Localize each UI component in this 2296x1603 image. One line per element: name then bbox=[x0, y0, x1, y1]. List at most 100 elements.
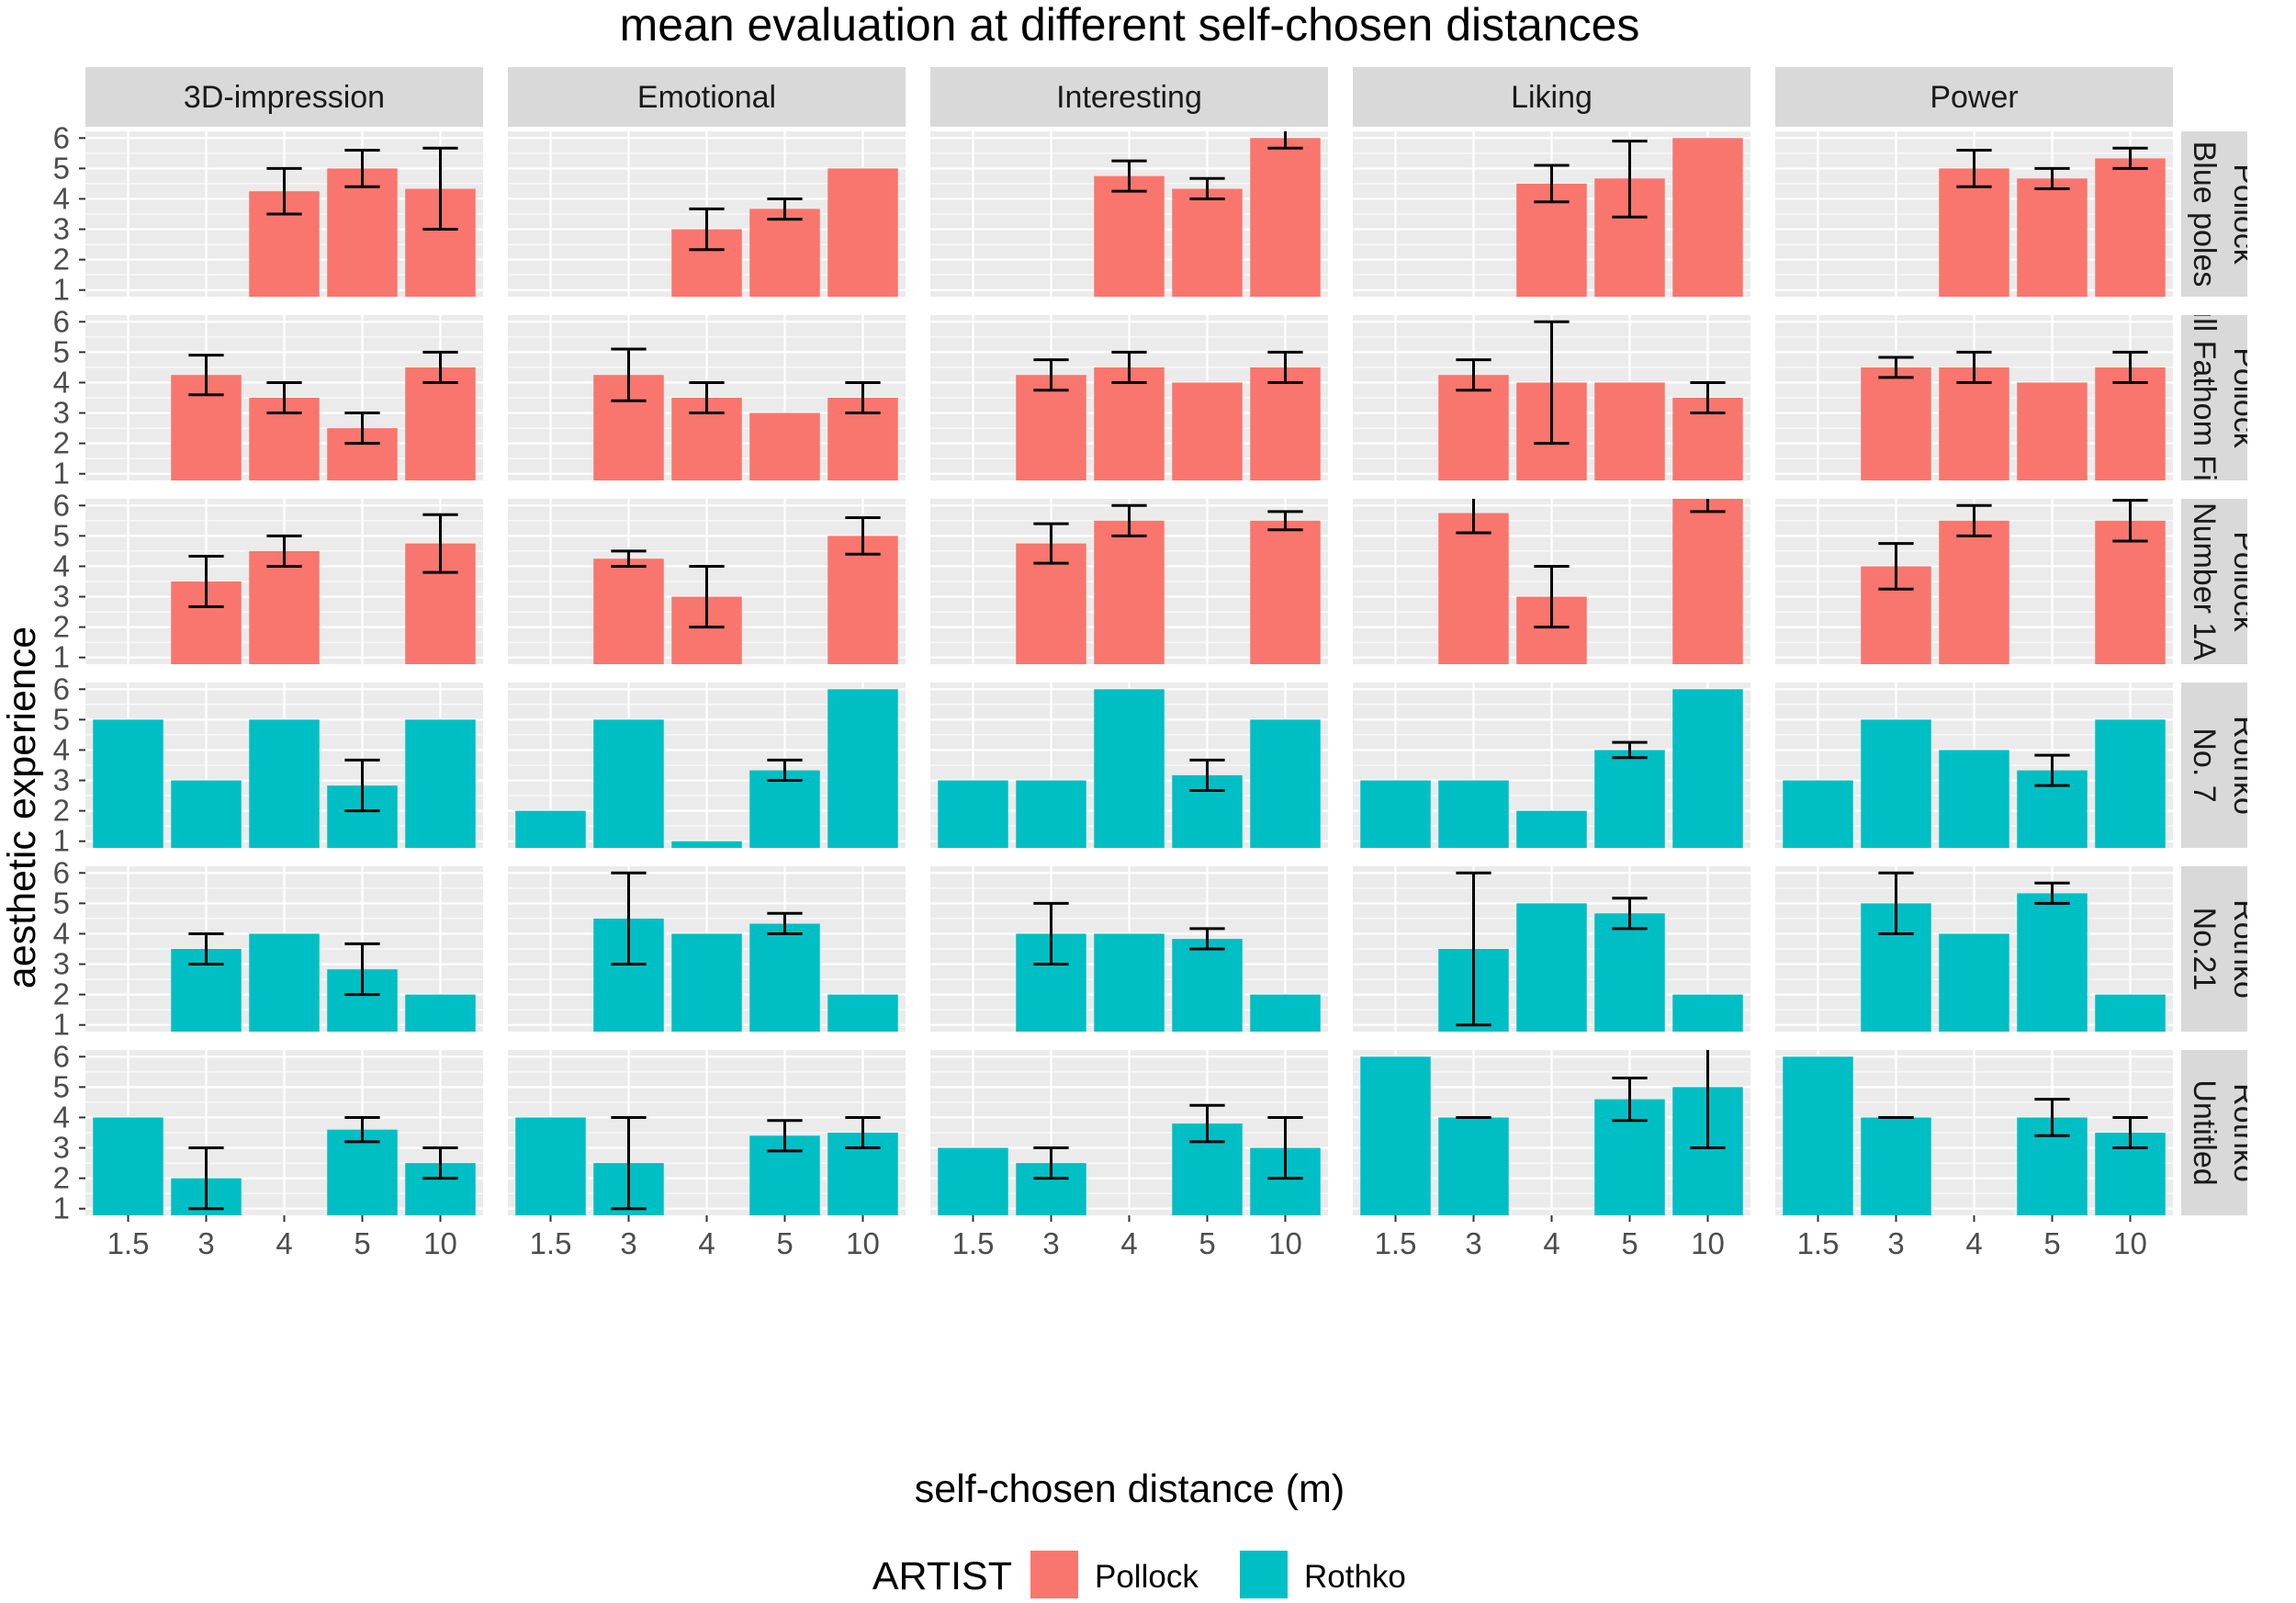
bar-emotional-no-7-1-5 bbox=[515, 810, 586, 848]
panel-liking-no-7 bbox=[1353, 683, 1750, 848]
error-bar bbox=[845, 516, 881, 556]
strip-label-emotional: Emotional bbox=[637, 80, 776, 115]
facet-panels bbox=[85, 131, 2173, 1215]
bar-emotional-no-7-10 bbox=[827, 689, 898, 848]
panel-power-number-1a bbox=[1775, 499, 2173, 664]
x-axis-title: self-chosen distance (m) bbox=[915, 1467, 1345, 1511]
bar-power-no-21-4 bbox=[1939, 933, 2009, 1032]
error-bar bbox=[2034, 881, 2070, 905]
panel-3d-impression-number-1a bbox=[85, 499, 483, 664]
bar-3d-impression-full-fathom-five-10 bbox=[405, 367, 476, 480]
bar-liking-full-fathom-five-5 bbox=[1594, 382, 1665, 480]
y-tick-label: 1 bbox=[53, 824, 70, 858]
error-bar bbox=[1612, 1076, 1648, 1123]
bar-3d-impression-number-1a-4 bbox=[249, 550, 320, 664]
x-tick-label: 4 bbox=[1965, 1226, 1982, 1260]
error-bar bbox=[767, 197, 803, 221]
bar-power-blue-poles-10 bbox=[2095, 158, 2166, 297]
y-tick-label: 5 bbox=[53, 518, 70, 552]
x-axis-ticks: 1.5 3 4 5 10 1.5 3 4 5 10 1.5 3 4 5 10 1.5 3 4 5 10 1.5 3 4 5 10 bbox=[107, 1215, 2147, 1260]
error-bar bbox=[422, 513, 458, 574]
error-bar bbox=[1033, 901, 1069, 966]
bar-emotional-no-7-4 bbox=[671, 841, 742, 848]
x-tick-label: 10 bbox=[846, 1226, 880, 1260]
panel-3d-impression-no-7 bbox=[85, 683, 483, 848]
x-tick-label: 3 bbox=[1042, 1226, 1059, 1260]
bar-emotional-full-fathom-five-5 bbox=[749, 412, 820, 480]
strip-label-artist: Rothko bbox=[2227, 1083, 2262, 1182]
panel-emotional-untitled bbox=[508, 1050, 906, 1215]
bar-power-blue-poles-5 bbox=[2017, 178, 2088, 297]
bar-liking-no-7-10 bbox=[1672, 689, 1743, 848]
error-bar bbox=[1033, 522, 1069, 565]
y-tick-label: 1 bbox=[53, 640, 70, 674]
error-bar bbox=[344, 758, 380, 813]
strip-row-5 bbox=[2181, 866, 2247, 1032]
error-bar bbox=[1111, 350, 1147, 384]
strip-label-artist: Pollock bbox=[2227, 347, 2262, 449]
x-tick-label: 1.5 bbox=[107, 1226, 150, 1260]
error-bar bbox=[611, 549, 647, 568]
x-tick-label: 10 bbox=[2113, 1226, 2147, 1260]
y-tick-label: 3 bbox=[53, 763, 70, 797]
error-bar bbox=[689, 564, 725, 629]
panel-interesting-no-21 bbox=[930, 866, 1328, 1032]
chart-title: mean evaluation at different self-chosen… bbox=[620, 0, 1640, 51]
y-tick-label: 3 bbox=[53, 1131, 70, 1165]
y-tick-label: 6 bbox=[53, 855, 70, 889]
x-tick-label: 10 bbox=[423, 1226, 457, 1260]
strip-interesting bbox=[930, 67, 1328, 127]
bar-liking-number-1a-3 bbox=[1438, 513, 1509, 664]
x-tick-label: 5 bbox=[776, 1226, 793, 1260]
bar-liking-full-fathom-five-3 bbox=[1438, 375, 1509, 480]
bar-emotional-no-7-3 bbox=[593, 719, 664, 848]
strip-label-3d-impression: 3D-impression bbox=[184, 80, 385, 115]
bar-emotional-blue-poles-10 bbox=[827, 168, 898, 297]
y-tick-label: 5 bbox=[53, 334, 70, 368]
error-bar bbox=[1189, 1103, 1225, 1144]
error-bar bbox=[266, 380, 302, 415]
panel-interesting-full-fathom-five bbox=[930, 315, 1328, 480]
error-bar bbox=[1956, 350, 1992, 384]
error-bar bbox=[2034, 1098, 2070, 1137]
bar-3d-impression-no-7-4 bbox=[249, 719, 320, 848]
error-bar bbox=[344, 942, 380, 997]
x-tick-label: 5 bbox=[2043, 1226, 2060, 1260]
error-bar bbox=[767, 758, 803, 783]
error-bar bbox=[1534, 564, 1570, 629]
bar-interesting-no-7-1-5 bbox=[938, 780, 1008, 848]
error-bar bbox=[611, 1115, 647, 1211]
x-tick-label: 10 bbox=[1268, 1226, 1302, 1260]
bar-interesting-full-fathom-five-5 bbox=[1172, 382, 1243, 480]
panel-emotional-full-fathom-five bbox=[508, 315, 906, 480]
strip-row-4 bbox=[2181, 683, 2247, 848]
error-bar bbox=[1456, 499, 1491, 535]
y-tick-label: 4 bbox=[53, 916, 70, 950]
y-tick-label: 3 bbox=[53, 580, 70, 614]
strip-label-painting: Number 1A bbox=[2187, 502, 2222, 660]
error-bar bbox=[1534, 320, 1570, 446]
x-tick-label: 5 bbox=[1199, 1226, 1215, 1260]
panel-3d-impression-no-21 bbox=[85, 866, 483, 1032]
bar-liking-no-7-1-5 bbox=[1360, 780, 1431, 848]
error-bar bbox=[767, 911, 803, 935]
error-bar bbox=[1189, 758, 1225, 792]
error-bar bbox=[1189, 927, 1225, 951]
bar-3d-impression-untitled-1-5 bbox=[93, 1117, 163, 1215]
bar-3d-impression-untitled-5 bbox=[327, 1129, 398, 1215]
y-tick-label: 5 bbox=[53, 702, 70, 736]
y-tick-label: 4 bbox=[53, 548, 70, 582]
error-bar bbox=[1690, 499, 1726, 514]
bar-emotional-number-1a-3 bbox=[593, 559, 664, 664]
panel-power-no-7 bbox=[1775, 683, 2173, 848]
strip-3d-impression bbox=[85, 67, 483, 127]
bar-3d-impression-no-21-10 bbox=[405, 994, 476, 1032]
error-bar bbox=[1956, 149, 1992, 188]
y-tick-label: 6 bbox=[53, 304, 70, 338]
panel-liking-full-fathom-five bbox=[1353, 315, 1750, 480]
x-tick-label: 4 bbox=[276, 1226, 292, 1260]
error-bar bbox=[266, 166, 302, 216]
bar-emotional-blue-poles-5 bbox=[749, 209, 820, 297]
